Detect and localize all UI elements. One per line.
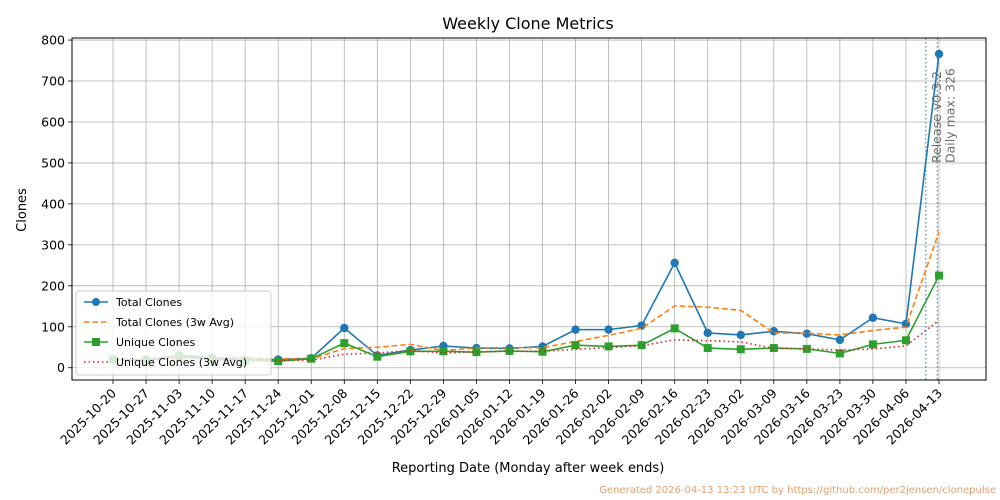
- y-tick-label: 600: [41, 114, 65, 129]
- data-point: [736, 345, 745, 354]
- legend-label: Unique Clones (3w Avg): [116, 356, 247, 369]
- data-point: [571, 325, 580, 334]
- y-tick-label: 200: [41, 278, 65, 293]
- data-point: [637, 321, 646, 330]
- annotation-label: Daily max: 326: [942, 68, 957, 163]
- data-point: [868, 313, 878, 322]
- data-point: [307, 354, 316, 363]
- y-tick-label: 100: [41, 319, 65, 334]
- y-tick-label: 400: [41, 196, 65, 211]
- data-point: [571, 341, 580, 350]
- data-point: [472, 348, 481, 357]
- data-point: [934, 49, 944, 59]
- data-point: [373, 352, 382, 361]
- plot-frame: [71, 37, 987, 381]
- data-point: [274, 357, 283, 366]
- data-point: [637, 341, 646, 350]
- data-point: [935, 271, 943, 280]
- y-tick-label: 500: [41, 155, 65, 170]
- chart-title: Weekly Clone Metrics: [442, 14, 613, 33]
- data-point: [538, 347, 547, 356]
- data-point: [340, 339, 349, 348]
- grid: [72, 38, 986, 380]
- data-point: [901, 336, 910, 345]
- data-point: [835, 349, 844, 358]
- footer-credit: Generated 2026-04-13 13:23 UTC by https:…: [599, 485, 996, 496]
- data-point: [670, 324, 679, 333]
- legend-box: [75, 290, 272, 376]
- data-point: [802, 344, 811, 353]
- legend-label: Total Clones (3w Avg): [115, 316, 234, 329]
- data-point: [604, 342, 613, 351]
- data-point: [703, 328, 712, 338]
- x-axis-label: Reporting Date (Monday after week ends): [392, 461, 665, 476]
- legend-label: Total Clones: [115, 296, 182, 309]
- data-point: [670, 258, 679, 268]
- data-point: [736, 330, 745, 340]
- data-point: [868, 340, 877, 349]
- legend-marker: [92, 298, 100, 306]
- data-point: [340, 323, 349, 333]
- data-point: [703, 344, 712, 353]
- y-tick-label: 800: [41, 33, 65, 48]
- legend-label: Unique Clones: [116, 336, 196, 349]
- data-point: [439, 347, 448, 356]
- data-point: [406, 347, 415, 356]
- axes: 2025-10-202025-10-272025-11-032025-11-10…: [41, 33, 987, 447]
- data-point: [802, 329, 812, 338]
- y-tick-label: 0: [57, 360, 65, 375]
- annotation-label: Release v0.3.2: [929, 71, 944, 163]
- y-tick-label: 700: [41, 74, 65, 89]
- legend: Total Clones Total Clones (3w Avg) Unique …: [75, 290, 272, 376]
- y-axis-label: Clones: [15, 188, 30, 232]
- data-point: [835, 335, 845, 345]
- y-tick-label: 300: [41, 237, 65, 252]
- data-point: [604, 325, 613, 334]
- legend-marker: [92, 338, 100, 346]
